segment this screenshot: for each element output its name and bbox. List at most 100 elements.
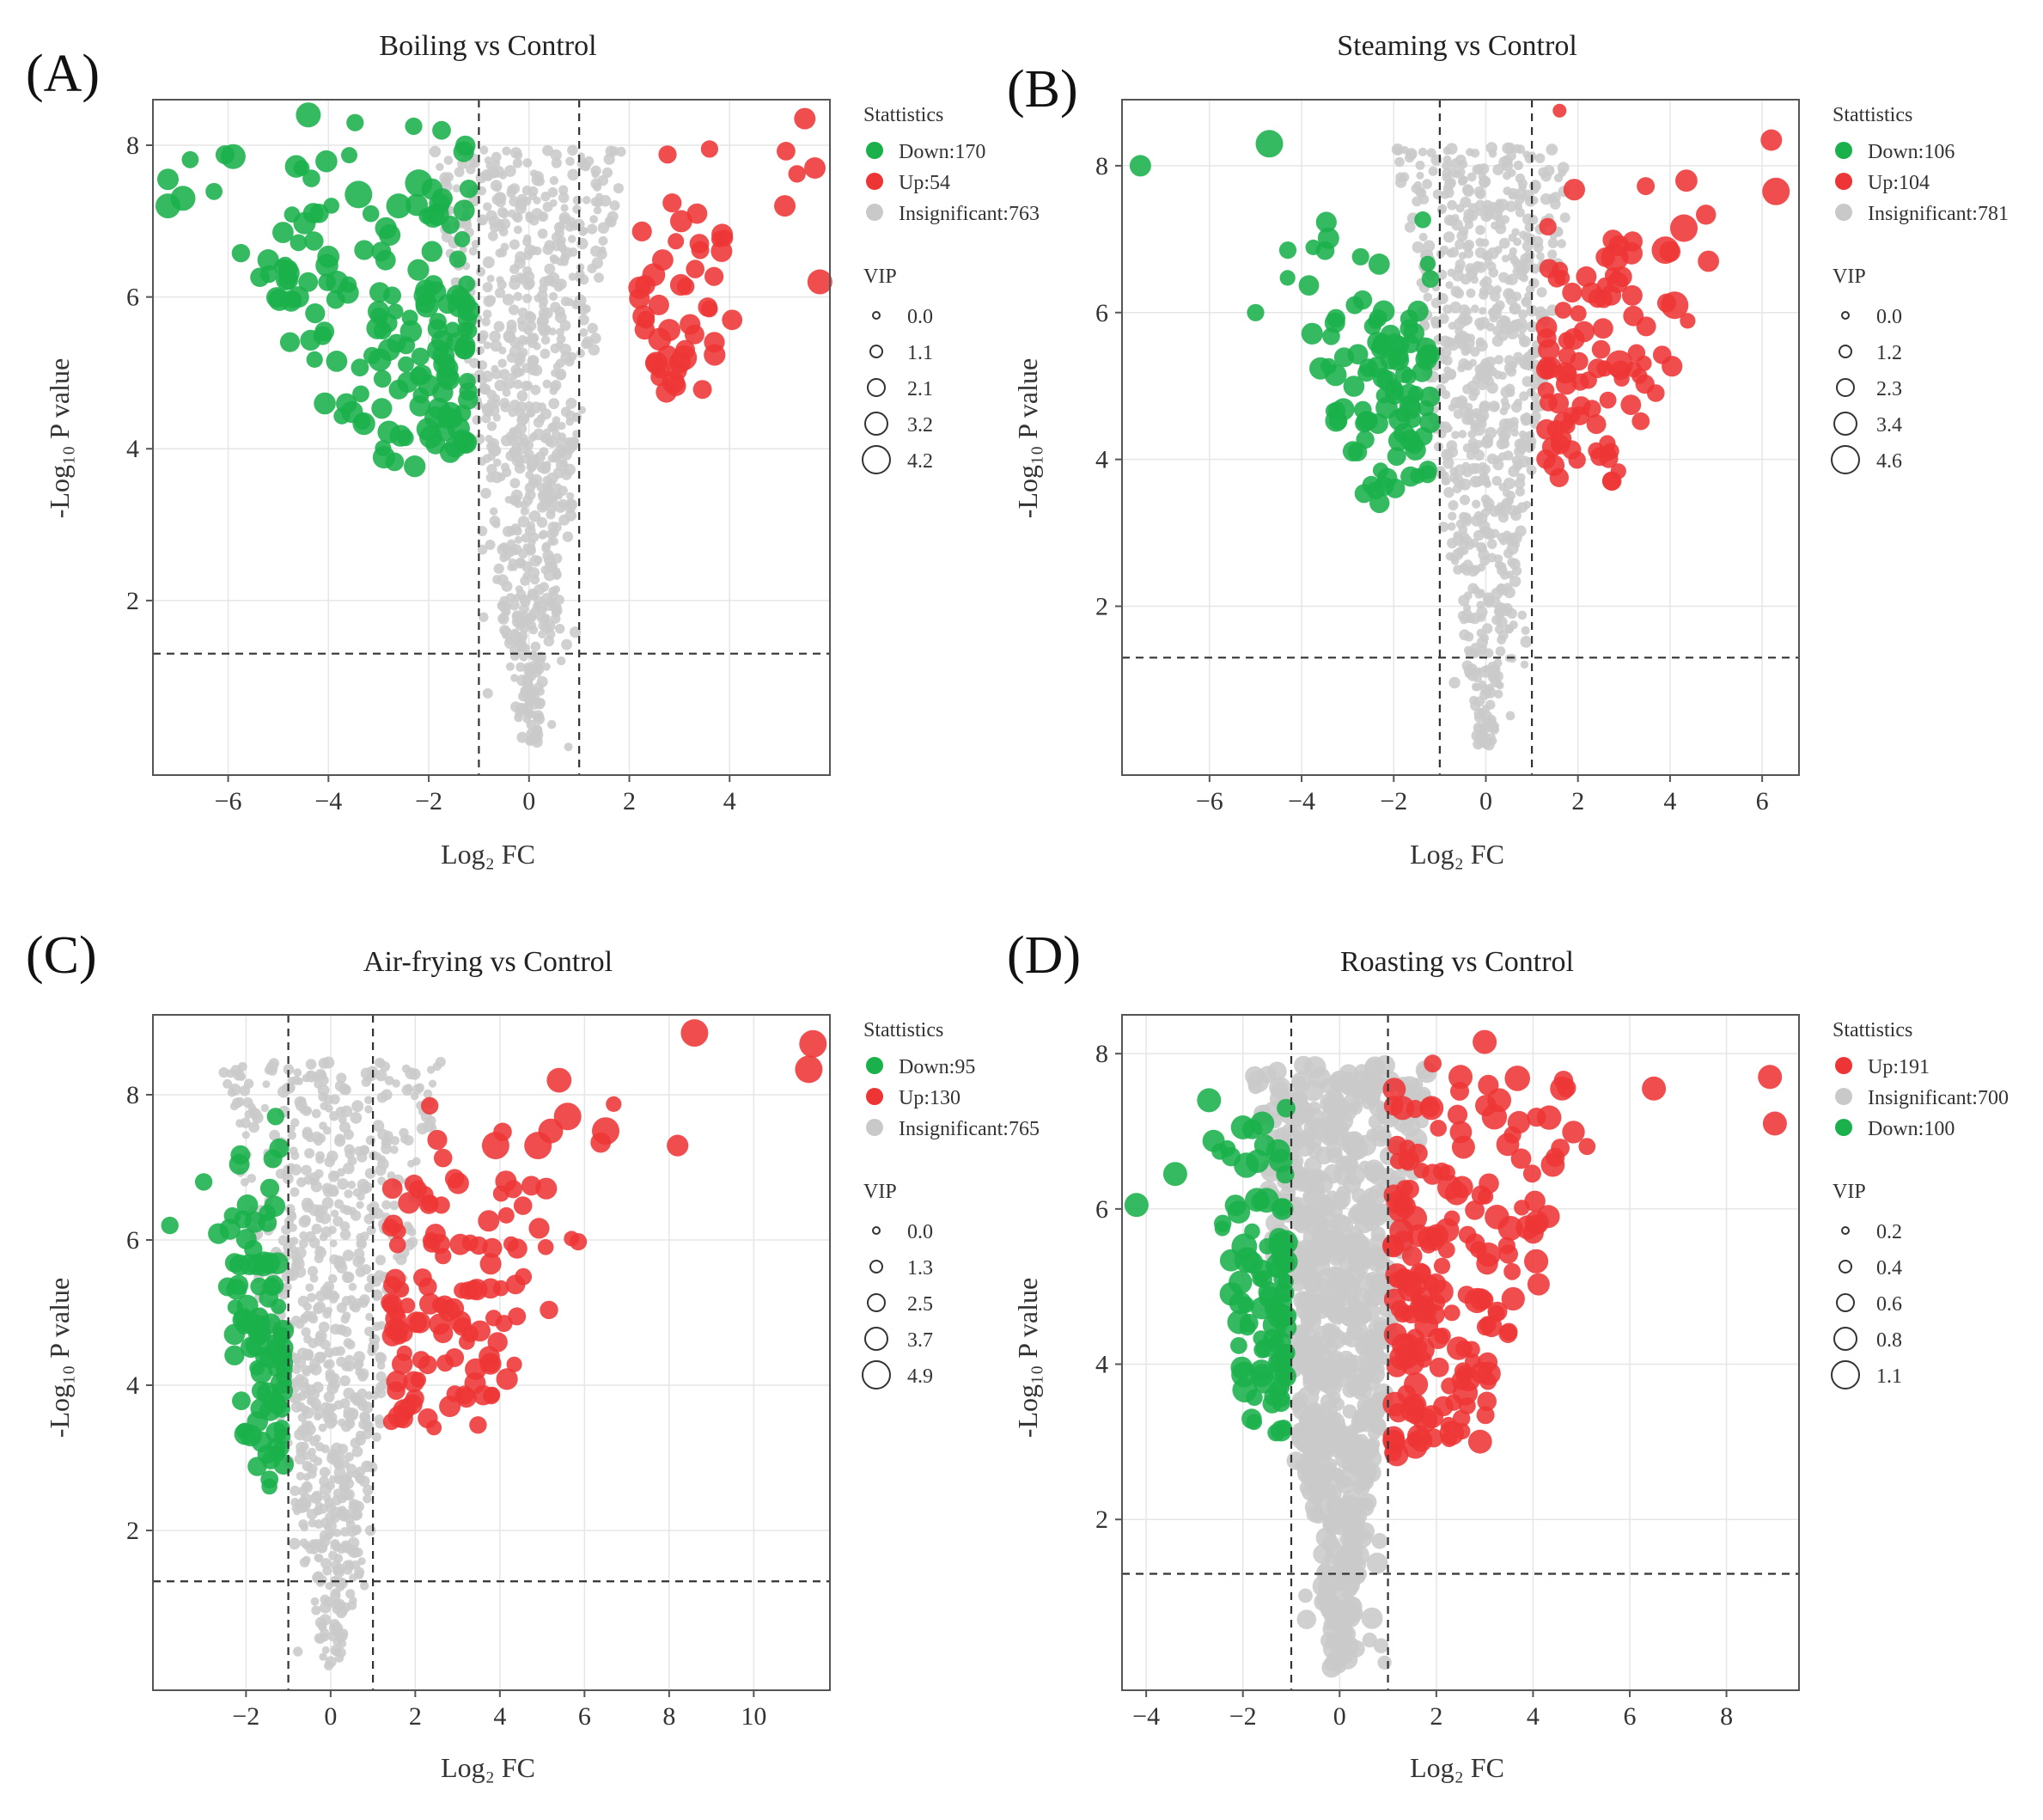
x-tick-label: −2 [1229, 1702, 1257, 1731]
point-insignificant [1495, 681, 1503, 689]
vip-size-2 [869, 1260, 883, 1273]
point-insignificant [363, 1484, 374, 1496]
point-insignificant [502, 293, 515, 306]
point-insignificant [497, 543, 509, 556]
point-insignificant [1439, 335, 1452, 347]
point-down [1354, 484, 1374, 504]
point-insignificant [1290, 1072, 1312, 1092]
point-insignificant [344, 1478, 355, 1489]
point-down [397, 429, 414, 447]
point-insignificant [1454, 288, 1465, 299]
point-down [1277, 1098, 1296, 1118]
point-up [1635, 374, 1655, 394]
point-up [648, 294, 669, 315]
point-insignificant [1473, 476, 1484, 487]
point-insignificant [1485, 699, 1496, 710]
legend-swatch-3 [866, 204, 883, 221]
point-insignificant [326, 1383, 338, 1395]
legend: Stattistics Down:106 Up:104 Insignifican… [1831, 104, 2009, 474]
point-up [506, 1356, 522, 1372]
point-up [1642, 1076, 1667, 1101]
point-up [1407, 1424, 1430, 1448]
point-insignificant [323, 1094, 333, 1105]
point-insignificant [526, 461, 537, 473]
point-insignificant [505, 547, 515, 557]
point-insignificant [335, 1346, 345, 1356]
point-insignificant [316, 1574, 327, 1585]
point-down [1253, 1341, 1272, 1359]
point-insignificant [343, 1387, 356, 1400]
point-insignificant [513, 291, 523, 302]
point-up [1382, 1391, 1407, 1417]
point-insignificant [572, 195, 582, 205]
point-insignificant [549, 278, 558, 288]
point-insignificant [1518, 309, 1528, 320]
point-insignificant [1377, 1655, 1392, 1670]
point-up [1670, 214, 1698, 242]
point-insignificant [329, 1239, 338, 1248]
plot-area: −6 −4 −2 0 2 4 6 2 4 6 8 [1095, 99, 1800, 815]
point-down [259, 1178, 280, 1198]
point-insignificant [509, 449, 520, 459]
point-insignificant [549, 387, 558, 395]
point-insignificant [482, 256, 495, 269]
x-tick-label: −2 [1380, 787, 1407, 815]
point-insignificant [1443, 187, 1454, 198]
point-insignificant [399, 1127, 409, 1139]
point-insignificant [482, 687, 493, 699]
point-up [1433, 1162, 1451, 1181]
point-insignificant [308, 1518, 317, 1528]
point-down [315, 253, 338, 278]
point-insignificant [333, 1199, 345, 1209]
point-down [1369, 492, 1390, 514]
point-insignificant [1444, 178, 1455, 190]
point-insignificant [1472, 499, 1481, 509]
point-insignificant [342, 1311, 351, 1321]
point-insignificant [521, 185, 533, 196]
threshold-lines [153, 1015, 830, 1690]
threshold-lines [1122, 100, 1799, 775]
y-tick-label: 6 [126, 1226, 139, 1255]
point-insignificant [1442, 355, 1453, 366]
point-insignificant [498, 614, 508, 623]
plot-area: −6 −4 −2 0 2 4 2 4 6 8 [126, 99, 832, 815]
point-insignificant [1447, 268, 1456, 278]
point-insignificant [336, 1072, 347, 1084]
point-insignificant [376, 1361, 386, 1371]
point-insignificant [1391, 144, 1404, 156]
point-insignificant [590, 178, 602, 190]
point-insignificant [290, 1237, 299, 1246]
point-insignificant [1462, 307, 1472, 316]
point-insignificant [1448, 500, 1459, 510]
point-down [1322, 327, 1340, 345]
points [161, 1019, 827, 1670]
point-insignificant [1353, 1387, 1366, 1400]
point-insignificant [269, 1129, 280, 1141]
point-insignificant [1483, 721, 1495, 733]
y-tick-label: 8 [126, 1081, 139, 1109]
point-insignificant [601, 167, 613, 178]
point-insignificant [1304, 1365, 1322, 1383]
point-insignificant [516, 368, 525, 376]
point-down [1275, 1284, 1295, 1303]
vip-label-4: 3.4 [1876, 414, 1902, 437]
vip-label-1: 0.0 [1876, 306, 1902, 328]
point-up [388, 1236, 406, 1254]
point-insignificant [365, 1135, 375, 1145]
point-insignificant [1480, 464, 1491, 474]
point-insignificant [1488, 150, 1497, 158]
point-insignificant [477, 544, 488, 555]
point-insignificant [369, 1334, 381, 1346]
point-down [219, 1218, 241, 1240]
point-up [480, 1278, 501, 1299]
point-up [1476, 1406, 1495, 1425]
points [156, 102, 832, 752]
point-down [1277, 1343, 1296, 1362]
point-insignificant [250, 1108, 262, 1121]
point-insignificant [1335, 1447, 1357, 1469]
point-down [1241, 1408, 1262, 1429]
point-up [507, 1238, 528, 1259]
point-up [1591, 339, 1611, 359]
vip-label-4: 3.2 [907, 414, 933, 437]
point-insignificant [1433, 442, 1443, 452]
